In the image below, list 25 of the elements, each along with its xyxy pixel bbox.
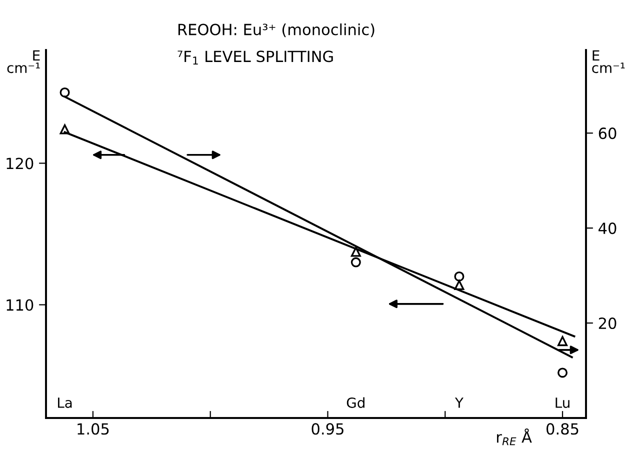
x-tick-label: 1.05 (78, 423, 109, 435)
point (350, 257, 361, 268)
x-tick-label: 0.95 (312, 423, 344, 435)
annotation: La (58, 398, 72, 408)
point (350, 246, 361, 257)
point (60, 87, 70, 98)
annotation: Gd (346, 397, 364, 408)
y2-tick-label: 20 (598, 318, 616, 330)
chart-title: REOOH: Eu³⁺ (monoclinic) (178, 23, 374, 38)
y-tick-label: 120 (6, 158, 34, 170)
annotation: Lu (556, 398, 570, 408)
point (60, 124, 70, 134)
y2-axis-title: E cm⁻¹ (592, 50, 625, 74)
point (454, 280, 464, 290)
x-axis-title: r$_{RE}$ Å (497, 428, 532, 446)
chart-subtitle: ⁷F$_{1}$ LEVEL SPLITTING (178, 50, 333, 64)
y-tick-label: 110 (6, 299, 34, 311)
point (454, 271, 464, 282)
point (558, 368, 568, 378)
point (558, 336, 568, 346)
annotation: Y (454, 398, 464, 408)
x-tick-label: 0.85 (546, 423, 578, 435)
y2-tick-label: 40 (598, 222, 616, 234)
y2-tick-label: 60 (598, 128, 616, 140)
y-axis-title: E cm⁻¹ (7, 50, 40, 74)
